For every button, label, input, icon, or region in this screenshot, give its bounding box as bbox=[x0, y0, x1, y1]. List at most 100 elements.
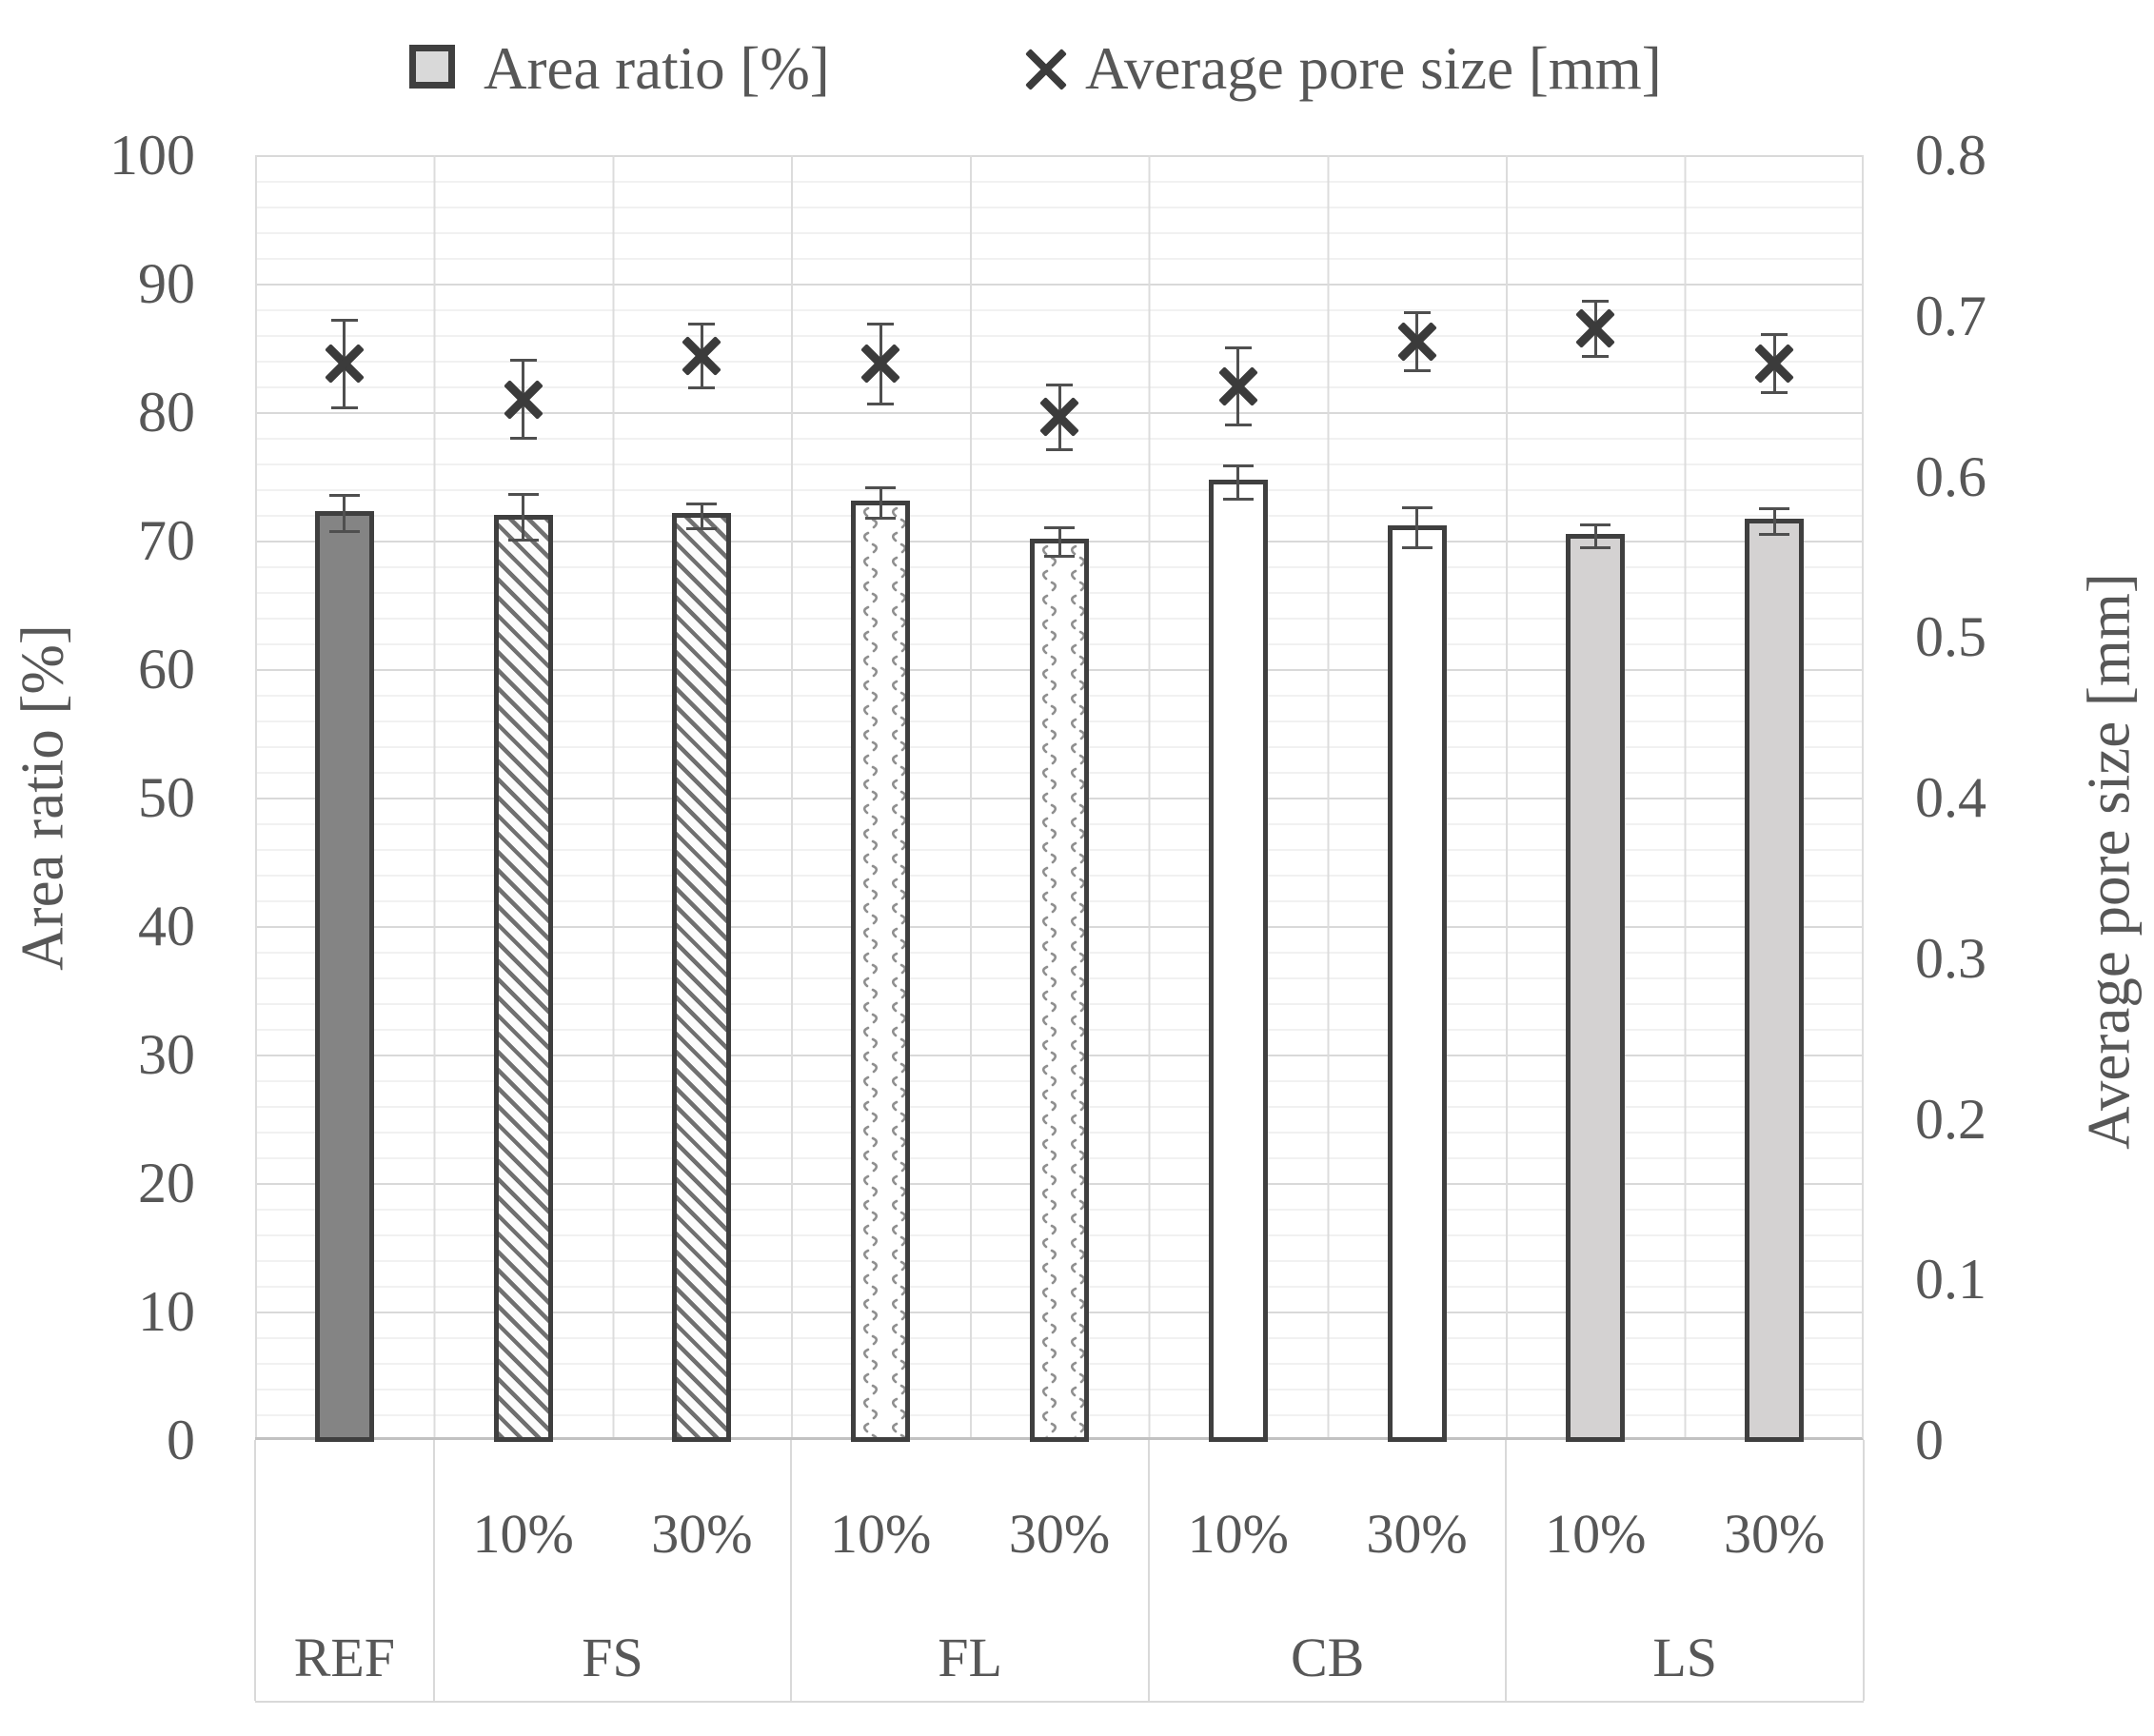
pore-size-x-marker bbox=[500, 376, 547, 424]
bar-ls-30- bbox=[1745, 518, 1805, 1442]
area-ratio-error-bar-cap-top bbox=[686, 502, 718, 505]
pore-size-error-bar-cap-top bbox=[330, 319, 358, 323]
pore-size-x-marker bbox=[321, 340, 368, 387]
area-ratio-error-bar-line bbox=[522, 493, 525, 542]
area-ratio-error-bar-cap-top bbox=[1222, 464, 1254, 468]
left-axis-tick-70: 70 bbox=[138, 509, 195, 572]
right-axis-tick-0.6: 0.6 bbox=[1915, 444, 1986, 508]
area-ratio-error-bar-cap-bottom bbox=[1401, 546, 1433, 550]
pore-size-error-bar-cap-bottom bbox=[1403, 368, 1431, 372]
group-label-ls: LS bbox=[1652, 1627, 1718, 1688]
area-ratio-error-bar-cap-bottom bbox=[865, 517, 897, 521]
pore-size-x-marker bbox=[1750, 340, 1798, 387]
category-pct-label-3: 10% bbox=[830, 1503, 932, 1565]
category-separator bbox=[1863, 1440, 1865, 1701]
category-separator bbox=[254, 1440, 256, 1701]
area-ratio-error-bar-line bbox=[1772, 506, 1776, 536]
pore-size-x-marker bbox=[857, 340, 904, 387]
pore-size-error-bar-cap-bottom bbox=[509, 436, 537, 440]
confetti-pattern-fill bbox=[856, 504, 906, 1437]
left-axis-tick-10: 10 bbox=[138, 1280, 195, 1343]
area-ratio-error-bar-cap-bottom bbox=[1580, 546, 1611, 550]
plot-area bbox=[255, 155, 1864, 1442]
pore-size-error-bar-cap-bottom bbox=[1224, 424, 1252, 427]
area-ratio-error-bar-cap-top bbox=[328, 494, 360, 498]
legend-area-ratio-label: Area ratio [%] bbox=[484, 35, 830, 102]
legend-area-ratio-swatch-icon bbox=[409, 45, 455, 89]
category-pct-label-4: 30% bbox=[1008, 1503, 1111, 1565]
area-ratio-error-bar-line bbox=[1057, 526, 1061, 558]
area-ratio-error-bar-cap-bottom bbox=[328, 529, 360, 533]
category-pct-label-2: 30% bbox=[651, 1503, 753, 1565]
right-axis-tick-0.5: 0.5 bbox=[1915, 605, 1986, 669]
right-axis-title: Average pore size [mm] bbox=[2075, 573, 2143, 1150]
category-axis-bottom-line bbox=[255, 1701, 1864, 1703]
category-pct-label-5: 10% bbox=[1187, 1503, 1289, 1565]
pore-size-error-bar-cap-bottom bbox=[1761, 391, 1788, 395]
bar-fl-30- bbox=[1030, 539, 1089, 1442]
area-ratio-error-bar-cap-top bbox=[1580, 523, 1611, 527]
area-ratio-error-bar-cap-top bbox=[1759, 506, 1790, 510]
bar-ls-10- bbox=[1566, 533, 1626, 1442]
legend-pore-size-label: Average pore size [mm] bbox=[1085, 35, 1662, 102]
pore-size-x-marker bbox=[1571, 305, 1619, 352]
pore-size-error-bar-cap-bottom bbox=[867, 403, 895, 406]
bar-ref bbox=[314, 510, 374, 1442]
right-axis-tick-0.2: 0.2 bbox=[1915, 1087, 1986, 1151]
category-separator bbox=[790, 1440, 793, 1701]
area-ratio-error-bar-cap-top bbox=[1401, 505, 1433, 509]
area-ratio-error-bar-cap-top bbox=[1044, 526, 1075, 530]
pore-size-error-bar-cap-top bbox=[1761, 333, 1788, 337]
bar-fs-10- bbox=[493, 514, 553, 1442]
bar-cb-30- bbox=[1387, 524, 1447, 1442]
group-label-fl: FL bbox=[938, 1627, 1002, 1688]
pore-size-error-bar-cap-top bbox=[1224, 345, 1252, 349]
group-label-cb: CB bbox=[1290, 1627, 1365, 1688]
left-axis-tick-40: 40 bbox=[138, 895, 195, 957]
area-ratio-error-bar-line bbox=[1415, 505, 1419, 550]
right-axis-tick-0.1: 0.1 bbox=[1915, 1248, 1986, 1312]
left-axis-tick-100: 100 bbox=[109, 124, 195, 187]
pore-size-error-bar-cap-bottom bbox=[1582, 354, 1610, 358]
pore-size-error-bar-cap-top bbox=[688, 322, 716, 326]
right-axis-tick-0.4: 0.4 bbox=[1915, 766, 1986, 829]
category-separator bbox=[1505, 1440, 1508, 1701]
category-separator bbox=[1147, 1440, 1150, 1701]
area-ratio-error-bar-cap-bottom bbox=[507, 539, 539, 542]
category-pct-label-1: 10% bbox=[472, 1503, 574, 1565]
pore-size-x-marker bbox=[678, 332, 725, 380]
area-ratio-error-bar-line bbox=[343, 494, 346, 533]
area-ratio-error-bar-cap-top bbox=[865, 486, 897, 490]
left-axis-tick-80: 80 bbox=[138, 381, 195, 444]
group-label-ref: REF bbox=[293, 1627, 396, 1688]
left-axis-tick-90: 90 bbox=[138, 252, 195, 315]
right-axis-tick-0.3: 0.3 bbox=[1915, 926, 1986, 990]
area-ratio-error-bar-cap-bottom bbox=[1044, 554, 1075, 558]
pore-size-error-bar-cap-top bbox=[1403, 310, 1431, 314]
bar-fs-30- bbox=[672, 513, 732, 1442]
pore-size-error-bar-cap-bottom bbox=[330, 405, 358, 409]
pore-size-error-bar-cap-top bbox=[1582, 299, 1610, 303]
area-ratio-error-bar-cap-bottom bbox=[1759, 532, 1790, 536]
bar-cb-10- bbox=[1208, 480, 1268, 1442]
area-ratio-error-bar-line bbox=[1236, 464, 1240, 502]
left-axis-tick-30: 30 bbox=[138, 1023, 195, 1086]
pore-size-x-marker bbox=[1393, 318, 1441, 365]
pore-size-x-marker bbox=[1036, 393, 1083, 441]
pore-size-error-bar-cap-bottom bbox=[1046, 447, 1073, 451]
area-ratio-error-bar-cap-top bbox=[507, 493, 539, 497]
category-separator bbox=[432, 1440, 435, 1701]
pore-size-error-bar-cap-top bbox=[509, 359, 537, 363]
right-axis-tick-0.8: 0.8 bbox=[1915, 124, 1986, 187]
group-label-fs: FS bbox=[582, 1627, 643, 1688]
pore-size-error-bar-cap-bottom bbox=[688, 386, 716, 390]
left-axis-tick-0: 0 bbox=[167, 1409, 195, 1471]
area-ratio-error-bar-cap-bottom bbox=[686, 527, 718, 531]
confetti-pattern-fill bbox=[1035, 543, 1084, 1437]
left-axis-tick-20: 20 bbox=[138, 1152, 195, 1214]
legend-pore-size-x-icon bbox=[1020, 44, 1072, 95]
right-axis-tick-0.7: 0.7 bbox=[1915, 284, 1986, 347]
right-axis-tick-0: 0 bbox=[1915, 1409, 1944, 1471]
left-axis-tick-50: 50 bbox=[138, 766, 195, 829]
